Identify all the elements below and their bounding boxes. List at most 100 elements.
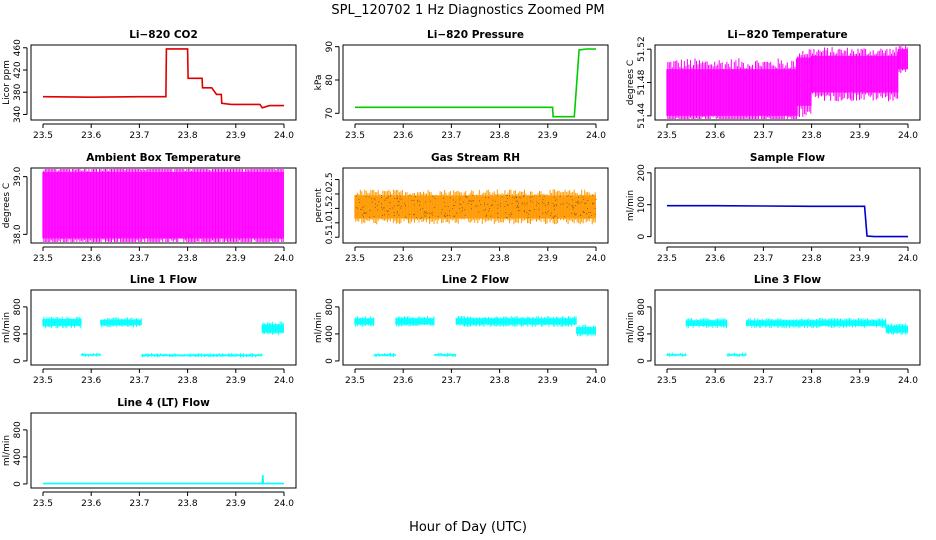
band-segment-5 [885,323,908,335]
x-tick-label: 23.6 [393,376,413,386]
band-segment-5 [455,315,577,327]
y-tick-label: 800 [637,298,647,315]
x-tick-label: 23.5 [345,131,365,141]
x-tick-label: 23.9 [538,376,558,386]
band-noise [746,318,887,329]
y-axis-label: ml/min [626,190,636,221]
y-axis-label: degrees C [626,60,636,105]
x-tick-label: 24.0 [274,499,294,509]
x-tick-label: 24.0 [274,376,294,386]
x-tick-label: 23.6 [81,376,101,386]
x-tick-label: 23.8 [490,254,510,264]
band-fill [141,354,263,357]
x-tick-label: 23.7 [129,131,149,141]
data-layer [666,46,908,119]
x-tick-label: 23.9 [850,376,870,386]
plot-frame [654,289,921,366]
band-segment-6 [576,324,596,337]
x-tick-label: 23.5 [345,254,365,264]
band-segment-5 [261,321,284,335]
y-tick-label: 51.48 [637,69,647,95]
band-noise [667,58,797,119]
x-tick-label: 23.9 [226,254,246,264]
band-noise [811,47,899,102]
band-fill [374,354,396,356]
x-tick-label: 23.6 [393,131,413,141]
band-segment-3 [395,316,435,327]
y-tick-label: 0 [325,358,335,364]
band-noise [727,352,747,357]
x-tick-label: 23.9 [850,254,870,264]
x-tick-label: 23.7 [441,254,461,264]
x-tick-label: 24.0 [274,131,294,141]
x-tick-label: 23.5 [657,131,677,141]
data-layer [354,315,596,357]
x-tick-label: 23.5 [657,254,677,264]
x-tick-label: 23.8 [490,131,510,141]
y-axis-label: Licor ppm [2,60,12,105]
band-noise [434,352,456,357]
y-tick-label: 400 [13,448,23,465]
x-tick-label: 24.0 [898,254,918,264]
y-tick-label: 1.5 [325,201,335,215]
x-tick-label: 23.9 [226,376,246,386]
panel-title: Line 2 Flow [442,274,509,286]
band-segment-1 [42,169,284,242]
band-fill [434,354,457,356]
plot-frame [30,412,297,489]
data-layer [42,48,284,109]
panel-title: Ambient Box Temperature [86,152,241,164]
x-tick-label: 23.5 [33,254,53,264]
x-tick-label: 23.7 [129,376,149,386]
x-tick-label: 23.7 [753,131,773,141]
band-segment-4 [897,46,908,73]
band-noise [898,46,908,73]
y-tick-label: 90 [325,41,335,53]
x-tick-label: 23.8 [802,376,822,386]
y-tick-label: 51.44 [637,103,647,129]
plot-frame [30,167,297,244]
plot-frame [342,44,609,121]
panel-6: Sample Flow 23.5 23.6 23.7 23.8 23.9 24.0 0 100 2… [626,152,921,264]
band-segment-2 [80,352,101,357]
band-noise [886,323,908,335]
y-tick-label: 70 [325,107,335,119]
data-layer [666,318,908,357]
x-tick-label: 24.0 [274,254,294,264]
x-tick-label: 23.6 [81,254,101,264]
band-fill [667,69,798,116]
figure-title: SPL_120702 1 Hz Diagnostics Zoomed PM [331,3,604,18]
series-line-1 [42,48,284,109]
band-noise [797,49,812,117]
band-segment-1 [666,352,687,357]
band-segment-4 [433,352,457,357]
band-noise [686,318,727,329]
band-fill [886,325,908,333]
x-tick-label: 23.8 [490,376,510,386]
band-fill [898,49,908,70]
y-tick-label: 380 [13,83,23,100]
panel-title: Line 3 Flow [754,274,821,286]
band-noise [374,352,396,357]
x-tick-label: 23.7 [441,376,461,386]
x-tick-label: 24.0 [586,254,606,264]
plot-frame [30,44,297,121]
band-segment-2 [796,49,812,117]
panel-grid: Li−820 CO2 23.5 23.6 23.7 23.8 23.9 24.0 340 380… [2,29,921,509]
panel-title: Sample Flow [750,152,825,164]
x-tick-label: 23.8 [178,131,198,141]
panel-4: Ambient Box Temperature 23.5 23.6 23.7 23.8 2… [2,152,297,264]
plot-frame [342,289,609,366]
y-tick-label: 0 [637,358,647,364]
y-axis-label: kPa [314,75,324,91]
plot-frame [30,289,297,366]
x-tick-label: 23.5 [33,131,53,141]
figure-xlabel: Hour of Day (UTC) [409,520,527,535]
series-line-1 [355,48,596,118]
band-noise [577,324,596,337]
y-tick-label: 400 [13,325,23,342]
y-tick-label: 0 [637,233,647,239]
x-tick-label: 23.9 [538,254,558,264]
y-tick-label: 1.0 [325,215,335,230]
x-tick-label: 23.5 [33,499,53,509]
